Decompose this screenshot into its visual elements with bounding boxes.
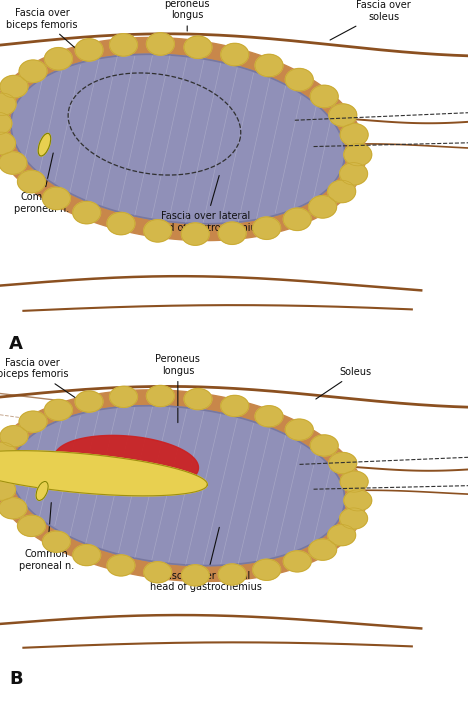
Polygon shape	[0, 451, 207, 496]
Circle shape	[344, 490, 372, 511]
Text: Common
peroneal n.: Common peroneal n.	[15, 153, 70, 213]
Text: Soleus: Soleus	[316, 367, 372, 399]
Circle shape	[340, 162, 367, 185]
Circle shape	[19, 60, 47, 82]
Circle shape	[0, 75, 28, 98]
Circle shape	[283, 208, 311, 230]
Text: Fascia over
biceps femoris: Fascia over biceps femoris	[7, 8, 87, 58]
Circle shape	[107, 213, 135, 235]
Circle shape	[17, 515, 45, 537]
Circle shape	[255, 55, 283, 77]
Circle shape	[0, 498, 27, 519]
Text: A: A	[9, 335, 23, 354]
Circle shape	[340, 123, 368, 146]
Circle shape	[184, 389, 212, 410]
Circle shape	[182, 565, 209, 586]
Text: B: B	[9, 670, 23, 688]
Circle shape	[0, 479, 15, 501]
Circle shape	[253, 559, 281, 580]
Circle shape	[309, 196, 336, 218]
Circle shape	[310, 85, 338, 108]
Circle shape	[107, 555, 135, 576]
Circle shape	[110, 34, 138, 56]
Ellipse shape	[38, 133, 51, 156]
Circle shape	[75, 391, 103, 412]
Polygon shape	[0, 38, 366, 240]
Circle shape	[218, 564, 246, 585]
Circle shape	[309, 539, 336, 560]
Text: Common
peroneal n.: Common peroneal n.	[19, 503, 74, 571]
Text: Fascia over
peroneus
longus: Fascia over peroneus longus	[160, 0, 214, 31]
Text: Fascia over lateral
head of gastrocnemius: Fascia over lateral head of gastrocnemiu…	[150, 176, 262, 233]
Ellipse shape	[36, 481, 48, 501]
Circle shape	[340, 471, 368, 492]
Circle shape	[218, 222, 246, 245]
Circle shape	[285, 69, 313, 91]
Circle shape	[43, 531, 70, 552]
Circle shape	[344, 143, 372, 166]
Circle shape	[0, 132, 15, 155]
Circle shape	[0, 460, 12, 481]
Polygon shape	[0, 390, 366, 581]
Circle shape	[182, 223, 209, 245]
Circle shape	[283, 551, 311, 572]
Text: Fascia over lateral
head of gastrocnemius: Fascia over lateral head of gastrocnemiu…	[150, 527, 262, 592]
Circle shape	[110, 386, 138, 408]
Text: Fascia over
biceps femoris: Fascia over biceps femoris	[0, 358, 77, 399]
Circle shape	[0, 112, 12, 135]
Circle shape	[144, 562, 172, 583]
Circle shape	[310, 435, 338, 456]
Circle shape	[73, 201, 101, 224]
Circle shape	[43, 187, 70, 210]
Circle shape	[253, 217, 281, 240]
Circle shape	[340, 508, 367, 529]
Circle shape	[19, 411, 47, 432]
Text: Peroneus
longus: Peroneus longus	[155, 354, 200, 423]
Circle shape	[329, 104, 357, 126]
Circle shape	[0, 425, 28, 447]
Circle shape	[75, 39, 103, 61]
Circle shape	[184, 36, 212, 58]
Circle shape	[144, 220, 172, 242]
Circle shape	[0, 93, 16, 116]
Circle shape	[17, 170, 45, 193]
Circle shape	[44, 399, 73, 420]
Circle shape	[329, 452, 357, 474]
Circle shape	[0, 152, 27, 174]
Text: Fascia over
soleus: Fascia over soleus	[330, 1, 411, 40]
Circle shape	[221, 396, 249, 416]
Circle shape	[328, 525, 356, 546]
Circle shape	[73, 545, 101, 566]
Circle shape	[255, 406, 283, 427]
Circle shape	[221, 43, 249, 66]
Circle shape	[328, 180, 356, 203]
Circle shape	[285, 419, 313, 440]
Circle shape	[146, 33, 174, 55]
Polygon shape	[54, 435, 198, 490]
Circle shape	[44, 48, 73, 70]
Polygon shape	[11, 406, 345, 566]
Circle shape	[146, 386, 174, 406]
Circle shape	[0, 442, 16, 464]
Polygon shape	[11, 55, 345, 224]
